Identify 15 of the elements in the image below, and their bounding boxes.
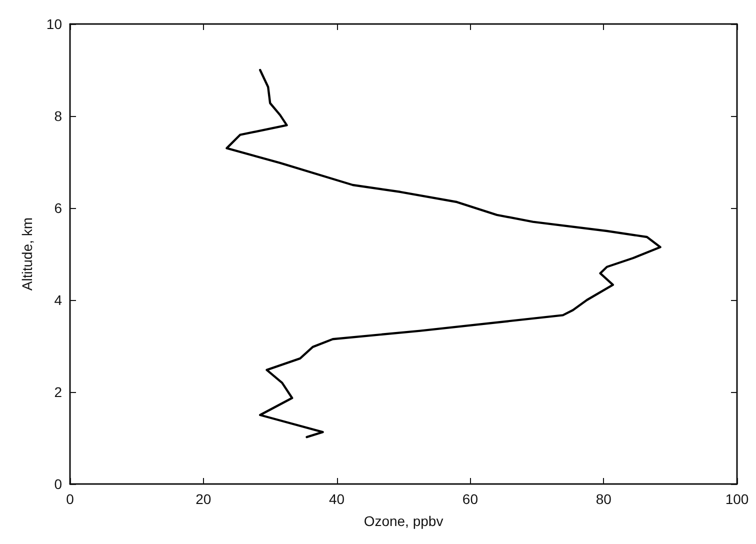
y-tick-label: 10 <box>46 16 62 32</box>
x-tick-label: 20 <box>196 491 212 507</box>
x-tick-label: 80 <box>596 491 612 507</box>
line-series <box>226 68 662 438</box>
y-tick-label: 0 <box>54 476 62 492</box>
y-tick-label: 2 <box>54 384 62 400</box>
x-axis-title: Ozone, ppbv <box>364 513 444 529</box>
x-tick-label: 100 <box>725 491 749 507</box>
x-tick-label: 0 <box>66 491 74 507</box>
x-tick-label: 60 <box>462 491 478 507</box>
y-tick-label: 4 <box>54 292 62 308</box>
y-tick-label: 6 <box>54 200 62 216</box>
y-tick-label: 8 <box>54 108 62 124</box>
y-axis-title: Altitude, km <box>19 217 35 291</box>
x-tick-label: 40 <box>329 491 345 507</box>
